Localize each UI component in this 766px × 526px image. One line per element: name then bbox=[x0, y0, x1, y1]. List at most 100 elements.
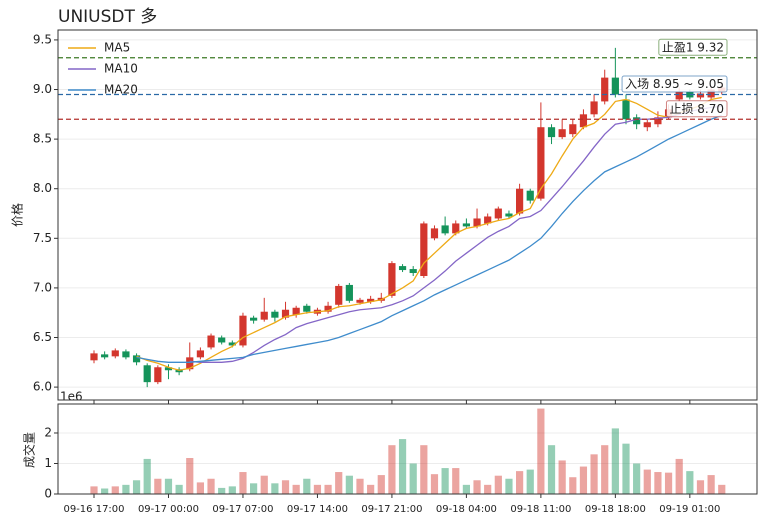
candle-body bbox=[590, 101, 598, 115]
level-label: 入场 8.95 ~ 9.05 bbox=[625, 77, 724, 91]
candle-body bbox=[154, 367, 162, 383]
candle-body bbox=[324, 305, 332, 312]
volume-axis-label: 成交量 bbox=[22, 432, 37, 468]
volume-bar bbox=[186, 458, 194, 494]
volume-bar bbox=[111, 486, 119, 494]
candle-body bbox=[452, 223, 460, 234]
candle-body bbox=[484, 216, 492, 224]
candle-body bbox=[260, 311, 268, 320]
candle-body bbox=[547, 127, 556, 138]
candle-body bbox=[462, 223, 470, 227]
volume-bar bbox=[452, 468, 460, 494]
x-tick-label: 09-18 18:00 bbox=[585, 504, 646, 515]
volume-bar bbox=[505, 478, 513, 494]
volume-bar bbox=[622, 443, 630, 494]
volume-bar bbox=[218, 487, 226, 494]
candle-body bbox=[569, 124, 577, 135]
volume-bar bbox=[398, 439, 407, 494]
candle-body bbox=[367, 298, 375, 302]
candle-body bbox=[654, 117, 662, 125]
volume-bar bbox=[250, 483, 258, 494]
volume-bar bbox=[303, 478, 311, 494]
volume-bar bbox=[558, 460, 566, 494]
volume-bar bbox=[409, 463, 417, 494]
volume-bar bbox=[601, 445, 609, 494]
volume-bar bbox=[101, 488, 109, 494]
volume-bar bbox=[345, 475, 353, 494]
candle-body bbox=[101, 354, 109, 358]
candle-body bbox=[186, 357, 194, 370]
candle-body bbox=[228, 342, 236, 346]
volume-bar bbox=[537, 408, 545, 494]
candle-body bbox=[345, 284, 353, 301]
candle-body bbox=[218, 337, 226, 343]
volume-bar bbox=[569, 477, 577, 494]
candle-body bbox=[292, 307, 300, 315]
legend-label: MA5 bbox=[104, 41, 130, 55]
y-tick-label: 7.5 bbox=[33, 231, 52, 245]
level-label: 止损 8.70 bbox=[669, 102, 724, 116]
candle-body bbox=[579, 114, 588, 128]
x-tick-label: 09-18 04:00 bbox=[436, 504, 497, 515]
candle-body bbox=[473, 218, 481, 227]
y-tick-label: 2 bbox=[44, 425, 52, 439]
y-tick-label: 9.5 bbox=[33, 32, 52, 46]
volume-bar bbox=[494, 475, 502, 494]
volume-bar bbox=[90, 486, 98, 494]
volume-bar bbox=[654, 472, 662, 494]
volume-bar bbox=[707, 475, 715, 494]
ma-line bbox=[136, 96, 722, 371]
x-tick-label: 09-17 07:00 bbox=[212, 504, 273, 515]
ma-line bbox=[189, 105, 722, 363]
volume-bar bbox=[611, 428, 619, 494]
candle-body bbox=[633, 117, 641, 125]
volume-bar bbox=[196, 482, 204, 494]
candle-body bbox=[505, 213, 513, 217]
volume-bar bbox=[313, 484, 322, 494]
volume-bar bbox=[239, 472, 247, 494]
level-label: 止盈1 9.32 bbox=[662, 40, 724, 54]
volume-bar bbox=[664, 472, 673, 494]
candle-body bbox=[250, 317, 258, 321]
volume-bar bbox=[473, 480, 481, 494]
y-tick-label: 9.0 bbox=[33, 82, 52, 96]
candle-body bbox=[707, 89, 715, 98]
level-label-box bbox=[621, 75, 728, 93]
candle-body bbox=[111, 350, 119, 357]
volume-bar bbox=[718, 484, 726, 494]
volume-bar bbox=[377, 475, 385, 494]
volume-bar bbox=[154, 478, 162, 494]
candle-body bbox=[207, 335, 215, 348]
candle-body bbox=[516, 188, 524, 214]
chart-title: UNIUSDT 多 bbox=[58, 7, 157, 27]
candle-body bbox=[441, 225, 449, 234]
x-tick-label: 09-19 01:00 bbox=[659, 504, 720, 515]
candle-body bbox=[239, 315, 247, 346]
volume-bar bbox=[420, 445, 428, 494]
candle-body bbox=[611, 77, 619, 95]
volume-bar bbox=[260, 475, 268, 494]
level-label-box bbox=[665, 100, 728, 118]
volume-bar bbox=[324, 484, 332, 494]
candle-body bbox=[398, 266, 407, 271]
candle-body bbox=[90, 353, 98, 361]
volume-offset-label: 1e6 bbox=[60, 390, 83, 404]
volume-bar bbox=[675, 458, 683, 494]
plot-frame bbox=[57, 29, 758, 401]
volume-bar bbox=[281, 480, 290, 494]
candle-body bbox=[281, 309, 290, 318]
volume-bar bbox=[292, 484, 300, 494]
y-tick-label: 8.5 bbox=[33, 132, 52, 146]
candle-body bbox=[643, 122, 651, 128]
candle-body bbox=[526, 190, 534, 201]
candle-body bbox=[675, 91, 683, 100]
volume-bar bbox=[143, 458, 151, 494]
candle-body bbox=[494, 208, 502, 219]
candle-body bbox=[164, 367, 173, 371]
candle-body bbox=[132, 355, 141, 363]
volume-bar bbox=[579, 466, 588, 494]
volume-bar bbox=[356, 478, 364, 494]
candle-body bbox=[335, 285, 343, 305]
volume-bar bbox=[547, 445, 556, 494]
